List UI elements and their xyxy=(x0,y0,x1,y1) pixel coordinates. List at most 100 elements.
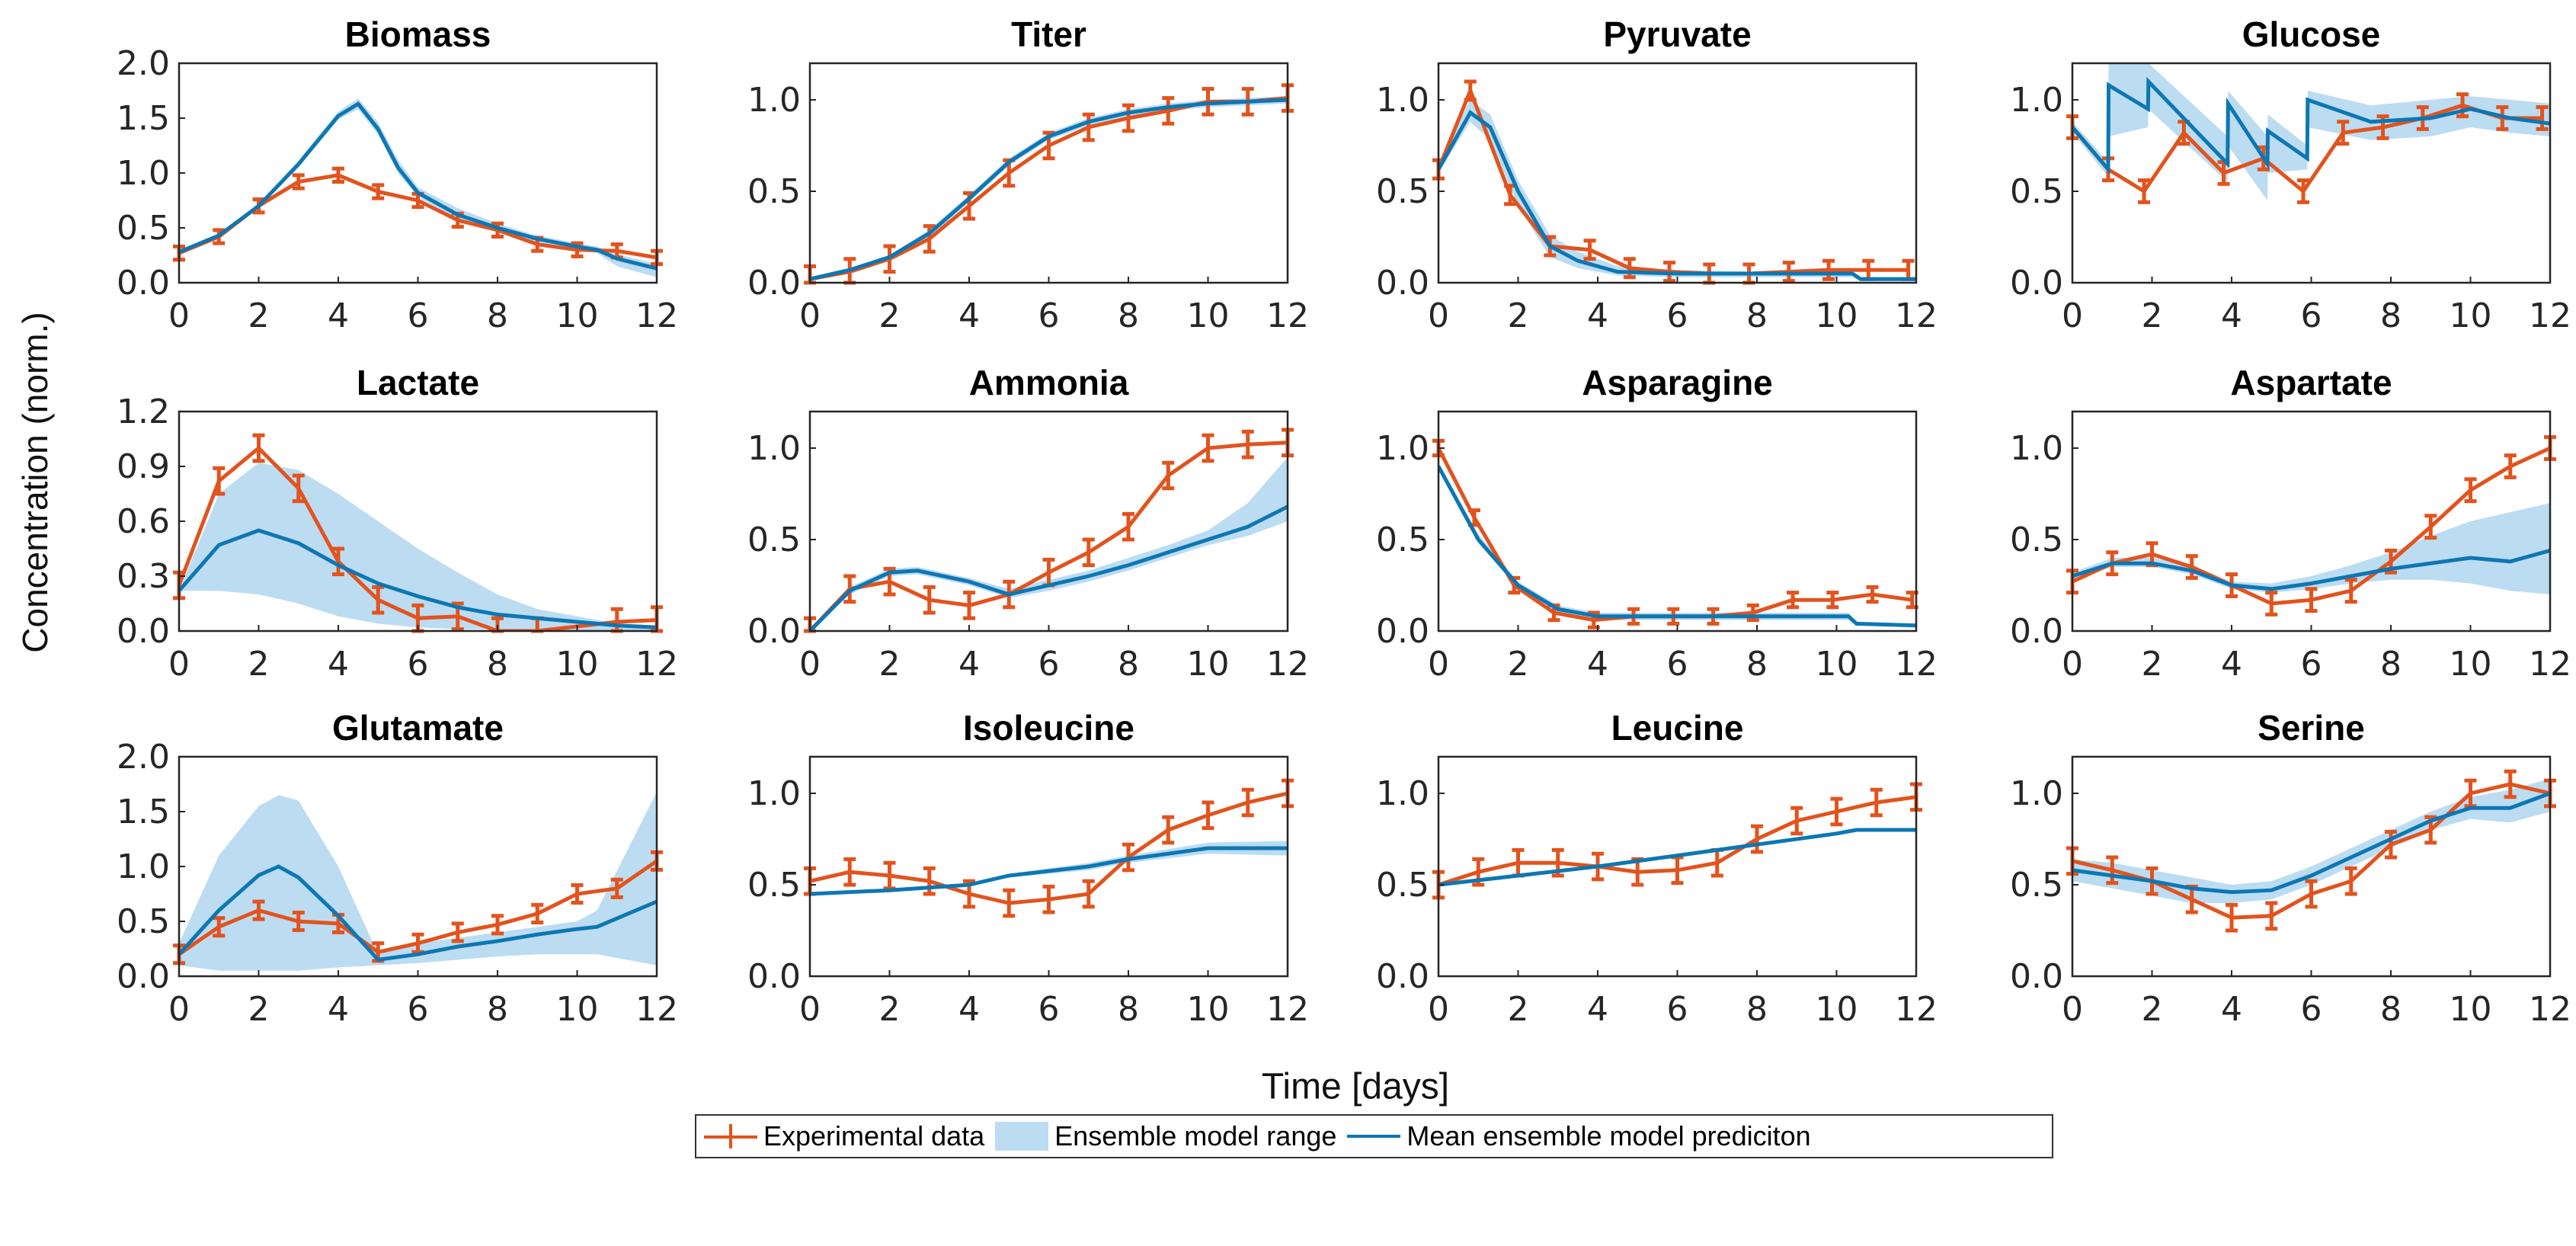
x-tick-label: 12 xyxy=(1895,990,1938,1029)
y-tick-label: 2.0 xyxy=(117,738,170,777)
x-tick-label: 8 xyxy=(2380,296,2402,335)
x-tick-label: 4 xyxy=(328,990,349,1029)
mean-prediction-line xyxy=(2072,548,2550,591)
axes-box xyxy=(808,410,1289,633)
experimental-point xyxy=(1042,884,1055,914)
y-tick-label: 0.0 xyxy=(117,957,170,996)
experimental-point xyxy=(1202,433,1214,463)
x-tick-label: 10 xyxy=(2450,296,2492,335)
subplot-titer: Titer 0.0 0.5 1.0 0 2 4 6 8 10 12 xyxy=(747,14,1309,335)
x-tick-label: 0 xyxy=(168,296,190,335)
x-tick-label: 2 xyxy=(1508,296,1529,335)
mean-prediction-line xyxy=(1438,465,1916,628)
experimental-point xyxy=(451,921,464,943)
mean-prediction-line xyxy=(1438,110,1916,281)
x-tick-label: 12 xyxy=(2529,990,2571,1029)
y-tick-label: 1.0 xyxy=(747,429,801,468)
experimental-point xyxy=(1241,429,1254,460)
experimental-point xyxy=(491,914,504,936)
experimental-point xyxy=(1822,258,1835,281)
y-tick-label: 1.0 xyxy=(1376,429,1429,468)
axes-box xyxy=(808,755,1289,978)
x-tick-label: 0 xyxy=(1428,296,1449,335)
x-tick-label: 6 xyxy=(2301,296,2322,335)
y-tick-label: 0.0 xyxy=(747,264,801,303)
experimental-point xyxy=(292,173,305,191)
ensemble-range-band xyxy=(810,457,1288,631)
mean-prediction-line xyxy=(179,528,657,629)
y-tick-label: 0.0 xyxy=(2010,264,2063,303)
x-tick-label: 6 xyxy=(408,296,429,335)
experimental-point xyxy=(2297,178,2310,204)
x-tick-label: 2 xyxy=(2142,296,2163,335)
x-tick-label: 4 xyxy=(1587,645,1608,684)
experimental-point xyxy=(213,916,226,938)
y-tick-label: 0.5 xyxy=(117,902,170,941)
ensemble-range-band xyxy=(1438,463,1916,628)
ensemble-range-band xyxy=(810,96,1288,281)
experimental-point xyxy=(843,857,856,887)
subplot-leucine: Leucine 0.0 0.5 1.0 0 2 4 6 8 10 12 xyxy=(1376,708,1938,1029)
x-tick-label: 4 xyxy=(2221,645,2242,684)
experimental-point xyxy=(1082,879,1095,909)
x-tick-label: 12 xyxy=(2529,296,2571,335)
experimental-point xyxy=(1870,787,1883,818)
subplot-aspartate: Aspartate 0.0 0.5 1.0 0 2 4 6 8 10 12 xyxy=(2010,363,2571,684)
experimental-point xyxy=(1464,79,1477,102)
x-tick-label: 2 xyxy=(248,645,270,684)
experimental-point xyxy=(1122,103,1134,133)
y-tick-label: 1.0 xyxy=(117,847,170,886)
x-tick-label: 8 xyxy=(2380,645,2402,684)
y-tick-label: 1.5 xyxy=(117,793,170,831)
x-tick-label: 6 xyxy=(1038,296,1060,335)
ensemble-range-band xyxy=(179,98,657,277)
experimental-point xyxy=(2226,902,2238,933)
subplot-title: Asparagine xyxy=(1582,363,1773,402)
y-tick-label: 0.3 xyxy=(117,557,170,596)
y-tick-label: 0.5 xyxy=(747,521,801,559)
x-tick-label: 0 xyxy=(2062,990,2083,1029)
experimental-point xyxy=(2344,866,2357,896)
ensemble-range-band xyxy=(179,463,657,631)
y-axis-label: Concentration (norm.) xyxy=(15,312,55,653)
y-tick-label: 1.0 xyxy=(2010,429,2063,468)
subplot-lactate: Lactate 0.0 0.3 0.6 0.9 1.2 0 2 4 6 8 10 12 xyxy=(117,363,678,684)
subplot-title: Aspartate xyxy=(2230,363,2392,402)
x-tick-label: 6 xyxy=(1667,296,1688,335)
x-tick-label: 6 xyxy=(1667,990,1688,1029)
experimental-point xyxy=(292,473,305,504)
x-tick-label: 0 xyxy=(799,296,821,335)
x-tick-label: 4 xyxy=(328,645,349,684)
subplot-title: Serine xyxy=(2258,708,2365,748)
subplot-title: Biomass xyxy=(345,14,491,54)
y-tick-label: 0.0 xyxy=(1376,612,1429,651)
experimental-point xyxy=(372,585,385,615)
y-tick-label: 1.0 xyxy=(1376,81,1429,120)
subplot-title: Isoleucine xyxy=(963,708,1134,748)
legend-label: Mean ensemble model prediciton xyxy=(1406,1120,1811,1152)
mean-prediction-line xyxy=(1438,828,1916,887)
y-tick-label: 1.0 xyxy=(747,774,801,813)
x-tick-label: 2 xyxy=(2142,990,2163,1029)
x-tick-label: 2 xyxy=(2142,645,2163,684)
mean-prediction-line xyxy=(179,101,657,271)
experimental-point xyxy=(2504,453,2517,479)
y-tick-label: 0.5 xyxy=(1376,521,1429,559)
x-tick-label: 12 xyxy=(1895,296,1938,335)
x-tick-label: 12 xyxy=(2529,645,2571,684)
experimental-point xyxy=(923,585,936,615)
legend-label: Ensemble model range xyxy=(1054,1120,1337,1152)
subplot-pyruvate: Pyruvate 0.0 0.5 1.0 0 2 4 6 8 10 12 xyxy=(1376,14,1938,335)
y-tick-label: 0.0 xyxy=(747,957,801,996)
x-tick-label: 8 xyxy=(1118,645,1139,684)
errorbar-line-swatch xyxy=(704,1121,757,1152)
x-tick-label: 0 xyxy=(2062,296,2083,335)
x-tick-label: 0 xyxy=(799,990,821,1029)
y-tick-label: 0.5 xyxy=(2010,172,2063,211)
y-tick-label: 0.5 xyxy=(1376,172,1429,211)
experimental-point xyxy=(1162,460,1175,491)
x-tick-label: 10 xyxy=(1187,990,1230,1029)
x-tick-label: 8 xyxy=(487,990,508,1029)
experimental-point xyxy=(2305,879,2318,909)
